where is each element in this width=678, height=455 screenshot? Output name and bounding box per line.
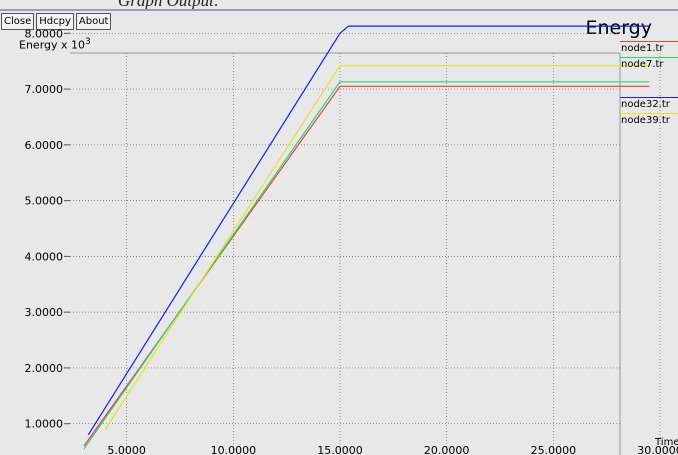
- y-tick-label: 1.0000: [25, 418, 64, 431]
- plot-background: [70, 53, 620, 455]
- legend-item: node7.tr: [620, 57, 678, 73]
- legend-swatch: [620, 97, 678, 98]
- legend-item: node1.tr: [620, 41, 678, 57]
- x-tick-label: 20.0000: [424, 444, 470, 455]
- legend-swatch: [620, 41, 678, 42]
- x-tick-label: 10.0000: [211, 444, 257, 455]
- y-tick-label: 6.0000: [25, 139, 64, 152]
- y-tick-label: 3.0000: [25, 306, 64, 319]
- graph-window: Close Hdcpy About Energy Energy x 103 1.…: [0, 9, 678, 455]
- series-line-node32-tr: [87, 25, 650, 436]
- plot-area: 1.0000 2.0000 3.0000 4.0000 5.0000 6.0000 7.00…: [25, 25, 678, 455]
- x-tick-label: 5.0000: [107, 444, 146, 455]
- y-tick-label: 8.0000: [25, 27, 64, 40]
- toolbar: Close Hdcpy About: [1, 13, 112, 30]
- legend-item: node39.tr: [620, 113, 678, 129]
- x-tick-label: 30.0000: [637, 444, 678, 455]
- about-button[interactable]: About: [75, 13, 112, 30]
- y-axis-label: Energy: [19, 38, 58, 52]
- legend-swatch: [620, 113, 678, 114]
- x-tick-label: 25.0000: [531, 444, 577, 455]
- x-tick-label: 15.0000: [317, 444, 363, 455]
- y-tick-label: 7.0000: [25, 83, 64, 96]
- legend-label: node32.tr: [621, 99, 670, 110]
- series-line-node39-tr: [104, 65, 650, 430]
- y-tick-label: 5.0000: [25, 195, 64, 208]
- y-axis-exponent: 3: [85, 37, 91, 47]
- y-axis-units: Energy x 103: [19, 37, 91, 52]
- y-tick-label: 2.0000: [25, 362, 64, 375]
- x-axis-label: Time: [654, 437, 678, 448]
- legend-swatch: [620, 57, 678, 58]
- legend-label: node1.tr: [621, 43, 664, 54]
- y-tick-label: 4.0000: [25, 250, 64, 263]
- page-caption: Graph Output:: [118, 0, 318, 9]
- legend-label: node7.tr: [621, 59, 664, 70]
- legend-item: node32.tr: [620, 97, 678, 113]
- legend-label: node39.tr: [621, 115, 670, 126]
- chart-title: Energy: [585, 17, 652, 39]
- hdcpy-button[interactable]: Hdcpy: [36, 13, 74, 30]
- y-axis-multiplier: x 10: [61, 38, 86, 52]
- series-line-node7-tr: [83, 81, 650, 450]
- close-button[interactable]: Close: [1, 13, 35, 30]
